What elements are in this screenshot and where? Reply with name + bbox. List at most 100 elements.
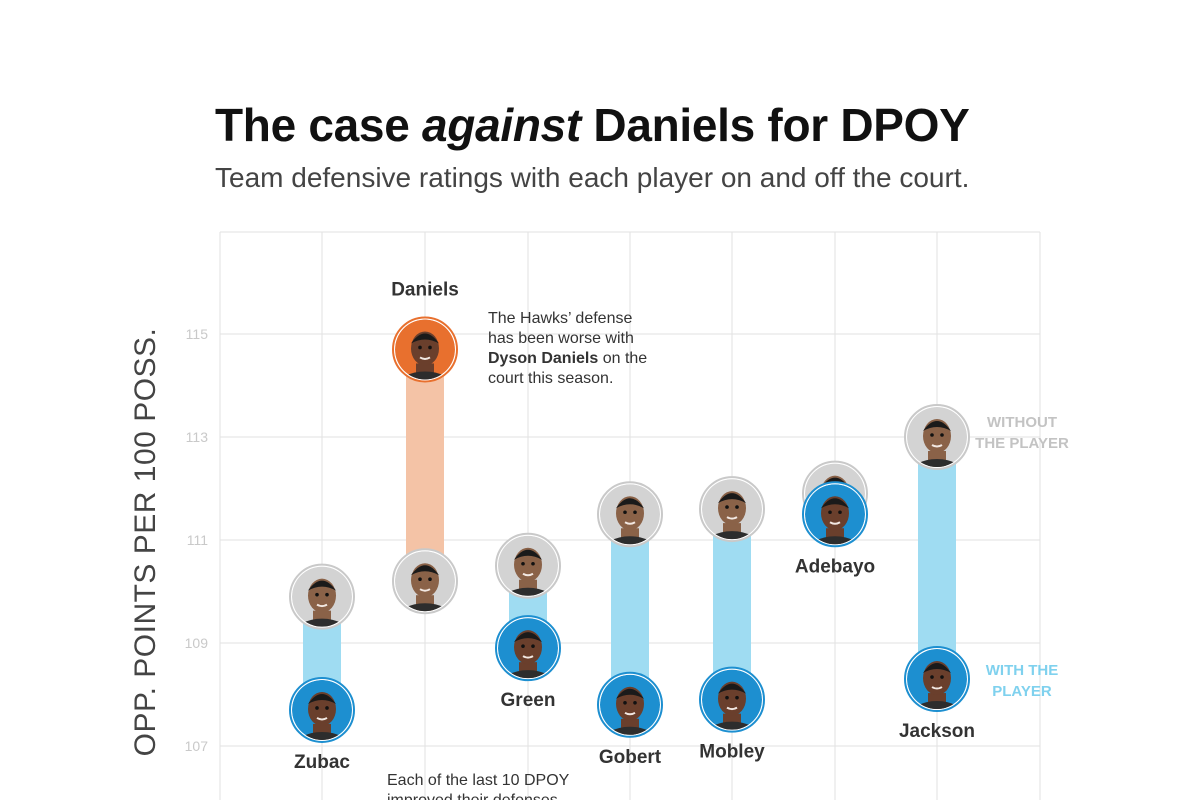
with-dot-mobley: [699, 666, 765, 733]
player-eye: [735, 695, 739, 700]
y-tick-label: 115: [186, 326, 209, 342]
player-mouth: [419, 356, 431, 360]
player-eye: [930, 675, 934, 679]
player-label-adebayo: Adebayo: [795, 556, 875, 577]
player-photo: [702, 669, 762, 730]
bottom-annotation: Each of the last 10 DPOY improved their …: [387, 771, 569, 800]
player-hair: [616, 498, 644, 509]
player-eye: [325, 592, 329, 597]
player-mouth: [522, 572, 534, 577]
player-photo: [907, 649, 967, 710]
player-mouth: [522, 655, 534, 659]
player-eye: [735, 505, 739, 509]
legend-with-label: WITH THE: [986, 662, 1059, 679]
y-tick-label: 113: [186, 429, 209, 445]
player-photo: [907, 407, 967, 467]
player-eye: [623, 701, 627, 705]
player-mouth: [316, 603, 328, 608]
player-photo: [395, 319, 455, 380]
player-eye: [418, 577, 422, 581]
player-mouth: [419, 588, 431, 592]
player-label-mobley: Mobley: [699, 742, 765, 763]
bottom-note-line-1: Each of the last 10 DPOY: [387, 772, 570, 789]
player-mouth: [829, 521, 841, 525]
with-dot-jackson: [904, 646, 970, 713]
player-eye: [623, 510, 627, 515]
player-hair: [308, 580, 336, 591]
chart-title: The case against Daniels for DPOY: [215, 98, 970, 152]
legend-without-label: THE PLAYER: [975, 435, 1069, 452]
with-dot-zubac: [289, 676, 355, 743]
player-photo: [292, 566, 352, 627]
player-hair: [308, 693, 336, 704]
player-eye: [838, 510, 842, 515]
with-dot-adebayo: [802, 481, 868, 548]
player-hair: [411, 565, 439, 576]
player-label-gobert: Gobert: [599, 747, 662, 768]
player-photo: [395, 551, 455, 612]
player-hair: [616, 688, 644, 699]
with-dot-gobert: [597, 671, 663, 738]
player-hair: [718, 493, 746, 504]
without-dot-green: [495, 532, 561, 599]
player-photo: [805, 484, 865, 545]
daniels-note-line-4: court this season.: [488, 370, 614, 387]
range-bar-jackson: [918, 437, 956, 680]
player-mouth: [624, 711, 636, 716]
player-eye: [428, 577, 432, 581]
player-eye: [930, 433, 934, 437]
daniels-note-line-2: has been worse with: [488, 330, 634, 347]
player-eye: [725, 695, 729, 700]
range-bar-daniels: [406, 349, 444, 582]
without-dot-zubac: [289, 563, 355, 630]
player-photo: [292, 679, 352, 740]
player-mouth: [931, 686, 943, 690]
player-eye: [633, 510, 637, 515]
player-eye: [531, 644, 535, 648]
player-mouth: [316, 717, 328, 721]
player-eye: [828, 510, 832, 515]
daniels-note-line-1: The Hawks’ defense: [488, 310, 633, 327]
player-photo: [498, 618, 558, 679]
without-dot-jackson: [904, 404, 970, 470]
player-hair: [923, 421, 951, 431]
bottom-note-line-2: improved their defenses: [387, 792, 558, 800]
title-part-1: The case: [215, 99, 422, 151]
legend-with-label: PLAYER: [992, 683, 1052, 700]
player-mouth: [726, 706, 738, 711]
player-eye: [725, 505, 729, 509]
player-eye: [428, 345, 432, 350]
player-hair: [718, 683, 746, 694]
y-tick-label: 109: [185, 635, 209, 651]
player-hair: [514, 632, 542, 643]
player-photo: [600, 484, 660, 545]
daniels-annotation: The Hawks’ defense has been worse with D…: [488, 309, 647, 389]
player-hair: [821, 498, 849, 509]
player-mouth: [726, 516, 738, 520]
y-tick-label: 111: [187, 532, 208, 548]
player-eye: [521, 561, 525, 566]
player-hair: [923, 663, 951, 674]
player-hair: [411, 333, 439, 344]
player-label-daniels: Daniels: [391, 279, 459, 300]
player-eye: [315, 592, 319, 597]
player-eye: [325, 706, 329, 710]
player-label-jackson: Jackson: [899, 721, 975, 742]
legend-without-label: WITHOUT: [987, 414, 1057, 431]
without-dot-daniels: [392, 548, 458, 615]
player-label-green: Green: [501, 690, 556, 711]
without-dot-gobert: [597, 481, 663, 548]
player-label-zubac: Zubac: [294, 752, 350, 773]
y-tick-label: 107: [185, 738, 209, 754]
player-eye: [531, 561, 535, 566]
player-eye: [940, 433, 944, 437]
player-hair: [514, 549, 542, 560]
player-photo: [498, 535, 558, 596]
player-eye: [418, 345, 422, 350]
player-eye: [521, 644, 525, 648]
player-photo: [600, 674, 660, 735]
player-mouth: [624, 521, 636, 525]
with-dot-green: [495, 615, 561, 682]
